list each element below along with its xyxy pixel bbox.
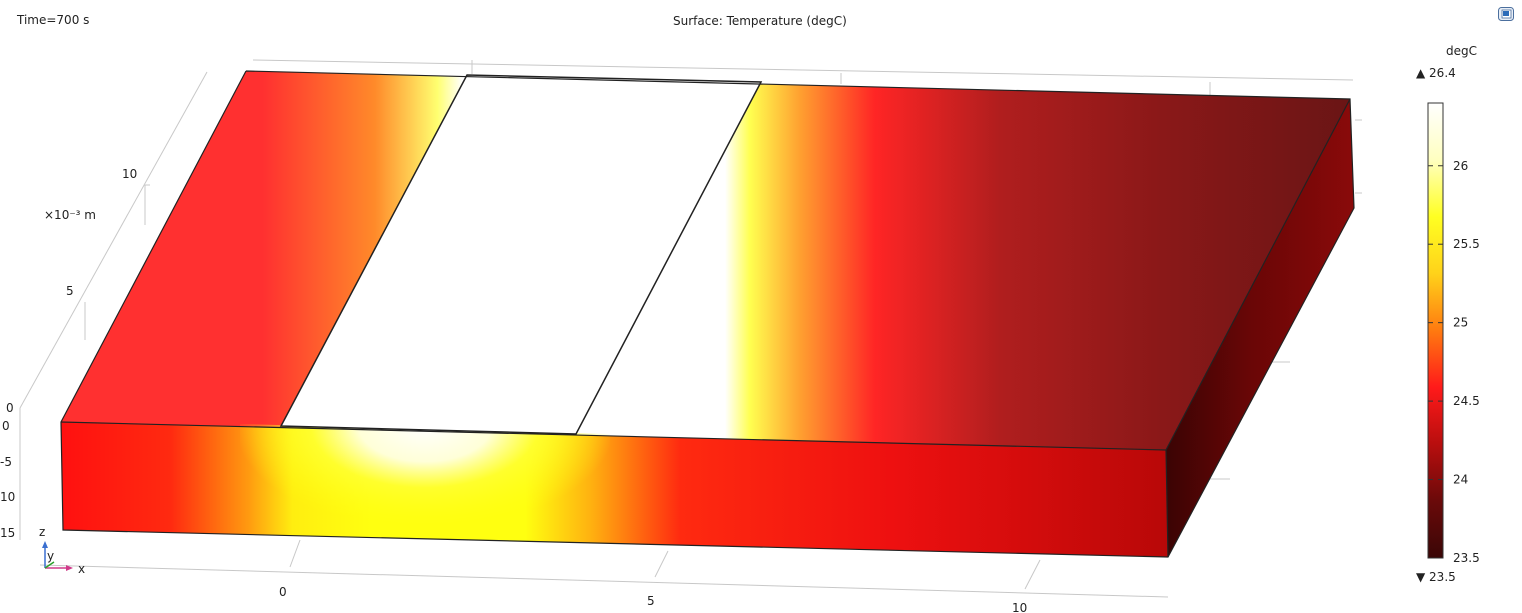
colorbar-tick-label: 23.5 [1453, 551, 1480, 565]
block-side-face [1166, 99, 1354, 557]
y-exponent-label: ×10⁻³ m [44, 208, 96, 222]
z-axis-label: z [39, 525, 45, 539]
axis-triad: z y x [39, 525, 85, 576]
front-hot-zone [240, 424, 612, 540]
temperature-surface [60, 70, 1355, 558]
colorbar-tick-label: 25 [1453, 316, 1468, 330]
x-tick-label: 5 [647, 594, 655, 608]
colorbar-min-label: ▼ 23.5 [1416, 570, 1456, 584]
time-label: Time=700 s [17, 13, 90, 27]
colorbar-tick-label: 26 [1453, 159, 1468, 173]
y-tick-label: 10 [122, 167, 137, 181]
block-edges [60, 70, 1355, 558]
colorbar-tick-label: 24 [1453, 473, 1468, 487]
x-axis-label: x [78, 562, 85, 576]
colorbar-max-label: ▲ 26.4 [1416, 66, 1456, 80]
x-tick-label: 0 [279, 585, 287, 599]
colorbar: 26 25.5 25 24.5 24 23.5 [1427, 102, 1480, 565]
plot-title: Surface: Temperature (degC) [673, 14, 847, 28]
heater-region [279, 74, 763, 435]
colorbar-title: degC [1446, 44, 1477, 58]
z-tick-label: 15 [0, 526, 15, 540]
y-tick-label: 5 [66, 284, 74, 298]
z-tick-label: 10 [0, 490, 15, 504]
colorbar-tick-label: 24.5 [1453, 394, 1480, 408]
export-image-icon[interactable] [1498, 7, 1514, 21]
colorbar-ticks: 26 25.5 25 24.5 24 23.5 [1428, 159, 1480, 565]
z-tick-label: -5 [0, 455, 12, 469]
axis-grid [19, 59, 1362, 598]
y-axis-label: y [47, 549, 54, 563]
colorbar-tick-label: 25.5 [1453, 237, 1480, 251]
y-tick-label: 0 [6, 401, 14, 415]
colorbar-scale [1427, 102, 1444, 559]
x-tick-label: 10 [1012, 601, 1027, 613]
z-tick-label: 0 [2, 419, 10, 433]
axis-ticks: 10 5 ×10⁻³ m 0 0 -5 10 15 0 5 10 [0, 167, 1027, 613]
